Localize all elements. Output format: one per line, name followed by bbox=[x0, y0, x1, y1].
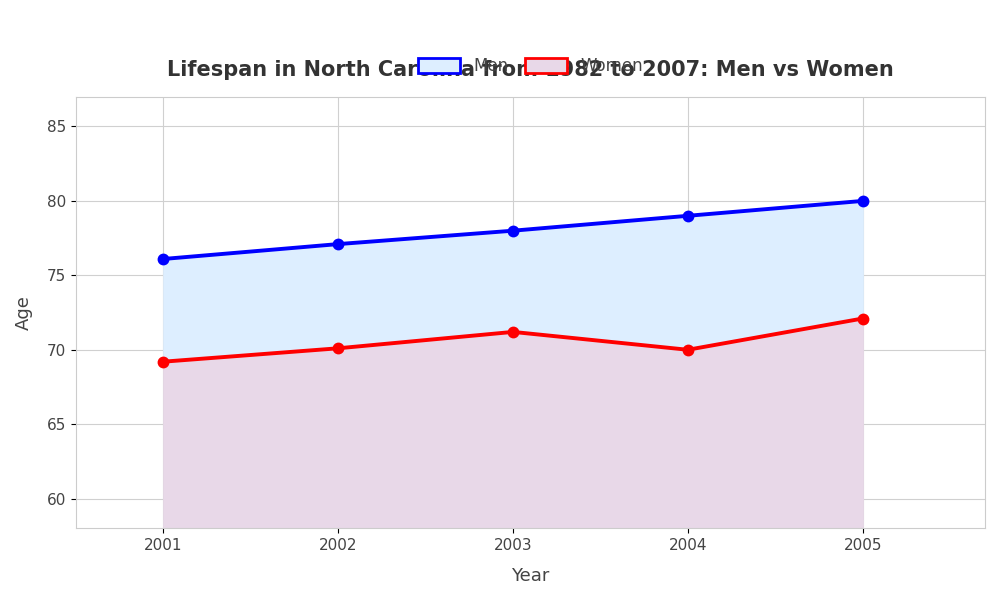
Y-axis label: Age: Age bbox=[15, 295, 33, 330]
Legend: Men, Women: Men, Women bbox=[410, 49, 651, 83]
X-axis label: Year: Year bbox=[511, 567, 550, 585]
Title: Lifespan in North Carolina from 1982 to 2007: Men vs Women: Lifespan in North Carolina from 1982 to … bbox=[167, 60, 894, 80]
